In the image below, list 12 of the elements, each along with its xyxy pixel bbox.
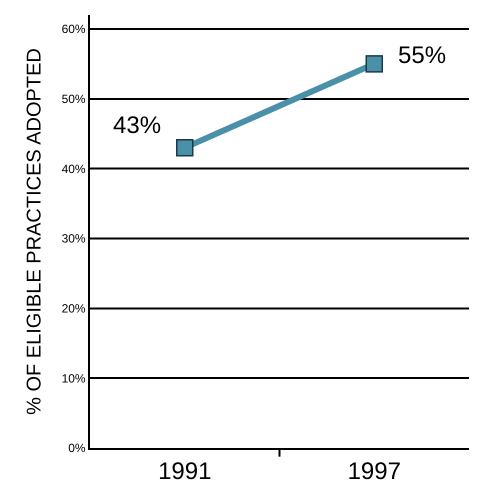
- y-tick-label: 20%: [62, 302, 86, 316]
- y-tick-label: 0%: [68, 441, 86, 456]
- data-label: 55%: [398, 42, 446, 69]
- y-tick-label: 10%: [62, 371, 86, 386]
- y-tick-label: 60%: [62, 22, 86, 36]
- data-label: 43%: [113, 112, 162, 139]
- y-axis-title: % OF ELIGIBLE PRACTICES ADOPTED: [24, 48, 46, 415]
- y-tick-label: 40%: [62, 162, 86, 176]
- y-tick-label: 50%: [62, 92, 86, 106]
- x-tick-label: 1991: [158, 458, 212, 485]
- x-tick-label: 1997: [348, 458, 401, 485]
- y-tick-label: 30%: [62, 232, 86, 246]
